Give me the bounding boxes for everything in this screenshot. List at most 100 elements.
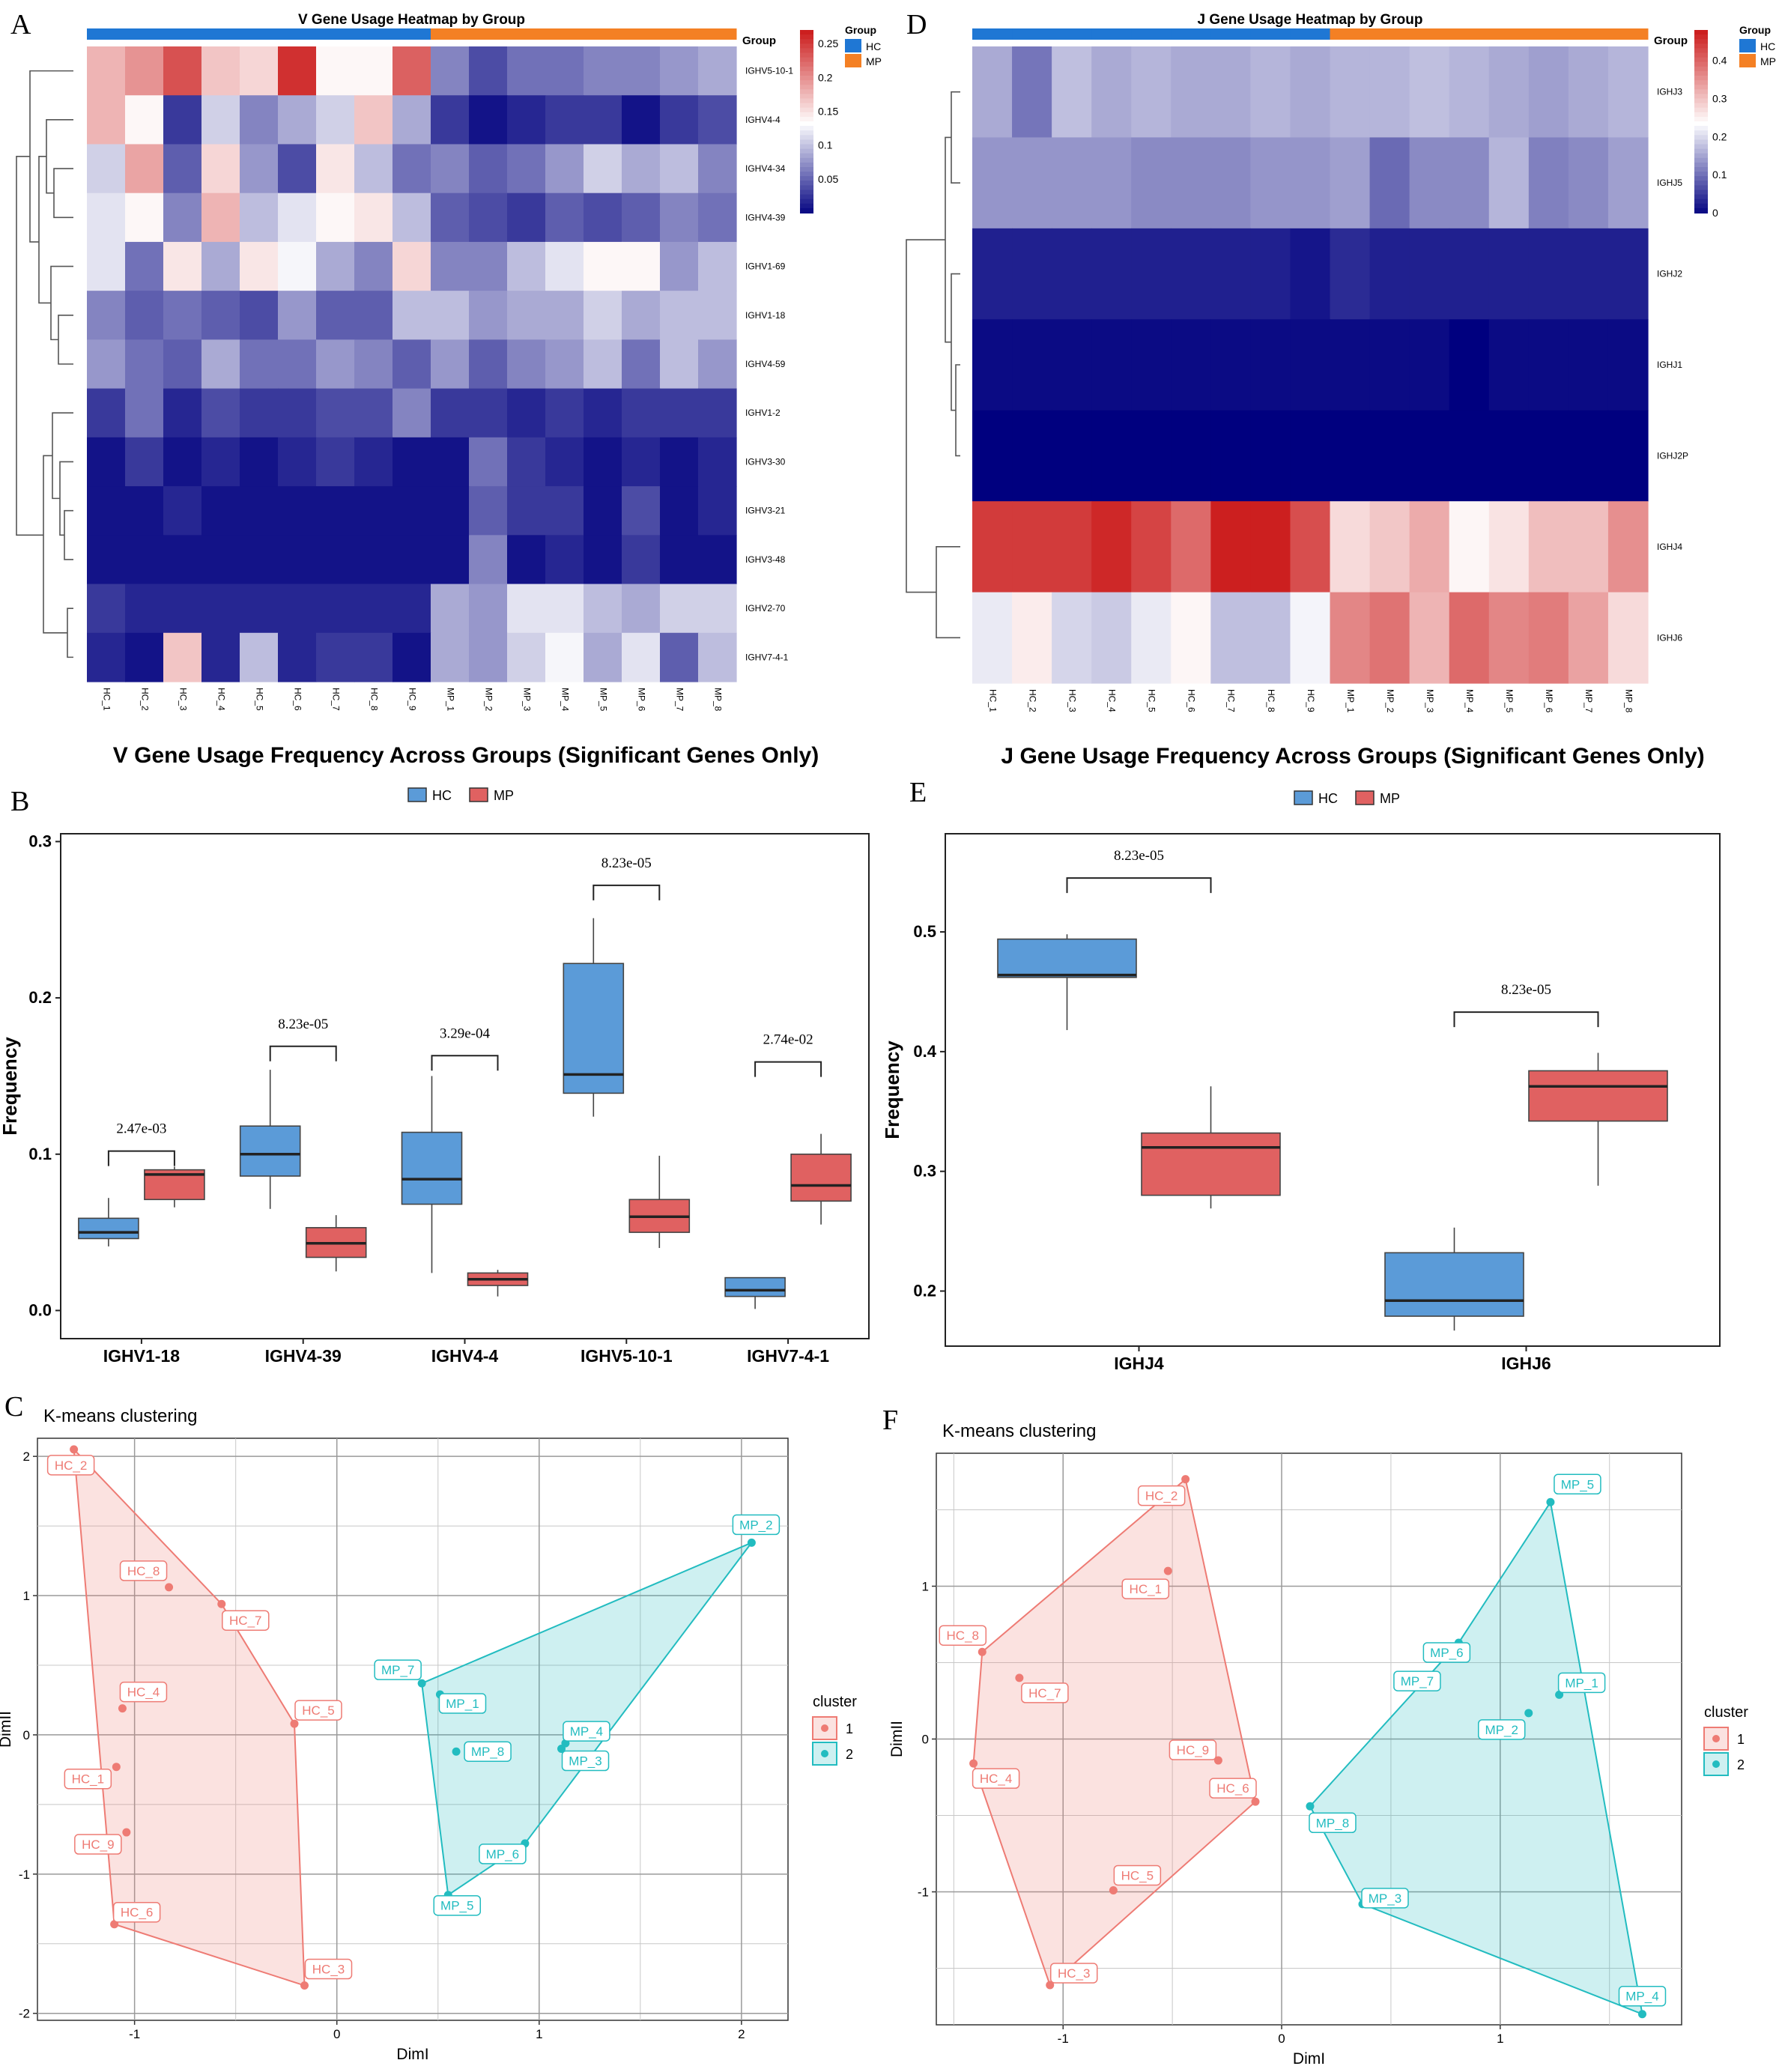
heatmap-cell	[278, 339, 317, 390]
column-label: HC_1	[101, 688, 112, 711]
dendrogram-branch	[906, 239, 945, 593]
significance-bracket	[754, 1061, 822, 1077]
color-legend-step	[800, 130, 813, 136]
data-point	[1546, 1497, 1555, 1506]
row-label: IGHV2-70	[745, 603, 786, 614]
cluster-legend-title: cluster	[813, 1694, 857, 1710]
column-label: HC_3	[1067, 689, 1077, 712]
heatmap-cell	[1210, 501, 1252, 593]
point-label: MP_1	[1565, 1676, 1598, 1690]
heatmap-cell	[698, 486, 737, 536]
heatmap-cell	[1290, 501, 1331, 593]
color-legend-step	[1694, 167, 1708, 173]
color-legend-tick: 0.2	[818, 71, 833, 83]
heatmap-cell	[1012, 501, 1052, 593]
heatmap-cell	[1091, 46, 1132, 139]
box-hc	[724, 1276, 786, 1297]
panel-label-b: B	[10, 786, 29, 817]
group-bar-cell	[1607, 28, 1649, 40]
color-legend-tick: 0.3	[1712, 93, 1727, 105]
heatmap-cell	[354, 193, 393, 243]
point-label: MP_6	[486, 1847, 519, 1862]
heatmap-cell	[545, 46, 584, 96]
heatmap-cell	[622, 95, 661, 145]
panel-b-v-gene-boxplot: V Gene Usage Frequency Across Groups (Si…	[0, 743, 870, 1366]
box-hc	[78, 1217, 139, 1240]
color-legend-step	[800, 66, 813, 72]
y-tick-label: 0	[23, 1728, 30, 1742]
point-label-box	[438, 1693, 487, 1714]
heatmap-cell	[201, 339, 240, 390]
heatmap-cell	[507, 95, 546, 145]
heatmap-cell	[545, 193, 584, 243]
heatmap-cell	[316, 437, 355, 487]
heatmap-cell	[163, 339, 202, 390]
heatmap-cell	[354, 291, 393, 340]
heatmap-cell	[469, 632, 508, 682]
column-label: HC_2	[1027, 689, 1037, 712]
heatmap-cell	[1568, 501, 1609, 593]
point-label-box	[939, 1625, 987, 1646]
heatmap-cell	[87, 46, 126, 96]
heatmap-cell	[278, 291, 317, 340]
point-label: HC_8	[127, 1564, 160, 1578]
heatmap-cell	[622, 486, 661, 536]
heatmap-cell	[431, 95, 470, 145]
heatmap-cell	[1012, 137, 1052, 229]
heatmap-cell	[1250, 501, 1291, 593]
heatmap-cell	[1449, 46, 1490, 139]
point-label: HC_2	[55, 1458, 87, 1473]
heatmap-cell	[1528, 410, 1569, 502]
column-label: MP_3	[1425, 689, 1435, 713]
point-label: HC_5	[302, 1703, 334, 1718]
heatmap-cell	[240, 193, 279, 243]
y-tick-label: 0.1	[28, 1145, 52, 1163]
heatmap-cell	[354, 388, 393, 438]
y-tick-label: 1	[23, 1589, 30, 1603]
column-label: HC_6	[292, 688, 303, 711]
heatmap-cell	[87, 291, 126, 340]
heatmap-cell	[125, 241, 164, 291]
heatmap-cell	[201, 486, 240, 536]
row-label: IGHV1-69	[745, 261, 786, 272]
heatmap-cell	[584, 486, 622, 536]
color-legend-step	[1694, 181, 1708, 187]
heatmap-cell	[1409, 46, 1450, 139]
color-legend-step	[800, 112, 813, 118]
dendrogram-branch	[67, 608, 73, 658]
heatmap-cell	[125, 95, 164, 145]
heatmap-cell	[393, 339, 431, 390]
data-point	[1163, 1566, 1172, 1575]
heatmap-cell	[469, 95, 508, 145]
heatmap-cell	[1131, 228, 1172, 320]
point-label-box	[1121, 1578, 1170, 1599]
heatmap-cell	[698, 241, 737, 291]
heatmap-cell	[1171, 410, 1211, 502]
legend-swatch	[407, 787, 427, 802]
panel-d-j-gene-heatmap: J Gene Usage Heatmap by Group Group IGHJ3 I…	[906, 12, 1776, 713]
heatmap-cell	[163, 535, 202, 585]
point-label: HC_7	[229, 1614, 261, 1628]
column-label: MP_7	[674, 688, 685, 712]
heatmap-cell	[201, 632, 240, 682]
legend-swatch	[469, 787, 488, 802]
heatmap-cell	[972, 228, 1013, 320]
heatmap-cell	[1290, 592, 1331, 684]
p-value-label: 8.23e-05	[601, 855, 652, 871]
color-legend-step	[800, 194, 813, 200]
color-legend-step	[800, 199, 813, 205]
heatmap-cell	[354, 632, 393, 682]
column-label: HC_4	[1107, 689, 1118, 712]
heatmap-cell	[240, 241, 279, 291]
heatmap-cell	[660, 46, 699, 96]
heatmap-cell	[1568, 410, 1609, 502]
point-label: HC_1	[72, 1772, 104, 1787]
group-bar-cell	[545, 28, 584, 40]
point-label-box	[112, 1901, 161, 1923]
heatmap-cell	[1568, 228, 1609, 320]
panel-label-d: D	[906, 9, 927, 40]
dendrogram-branch	[64, 509, 73, 560]
point-label: MP_5	[440, 1899, 473, 1913]
y-tick-label: 0	[922, 1733, 929, 1747]
